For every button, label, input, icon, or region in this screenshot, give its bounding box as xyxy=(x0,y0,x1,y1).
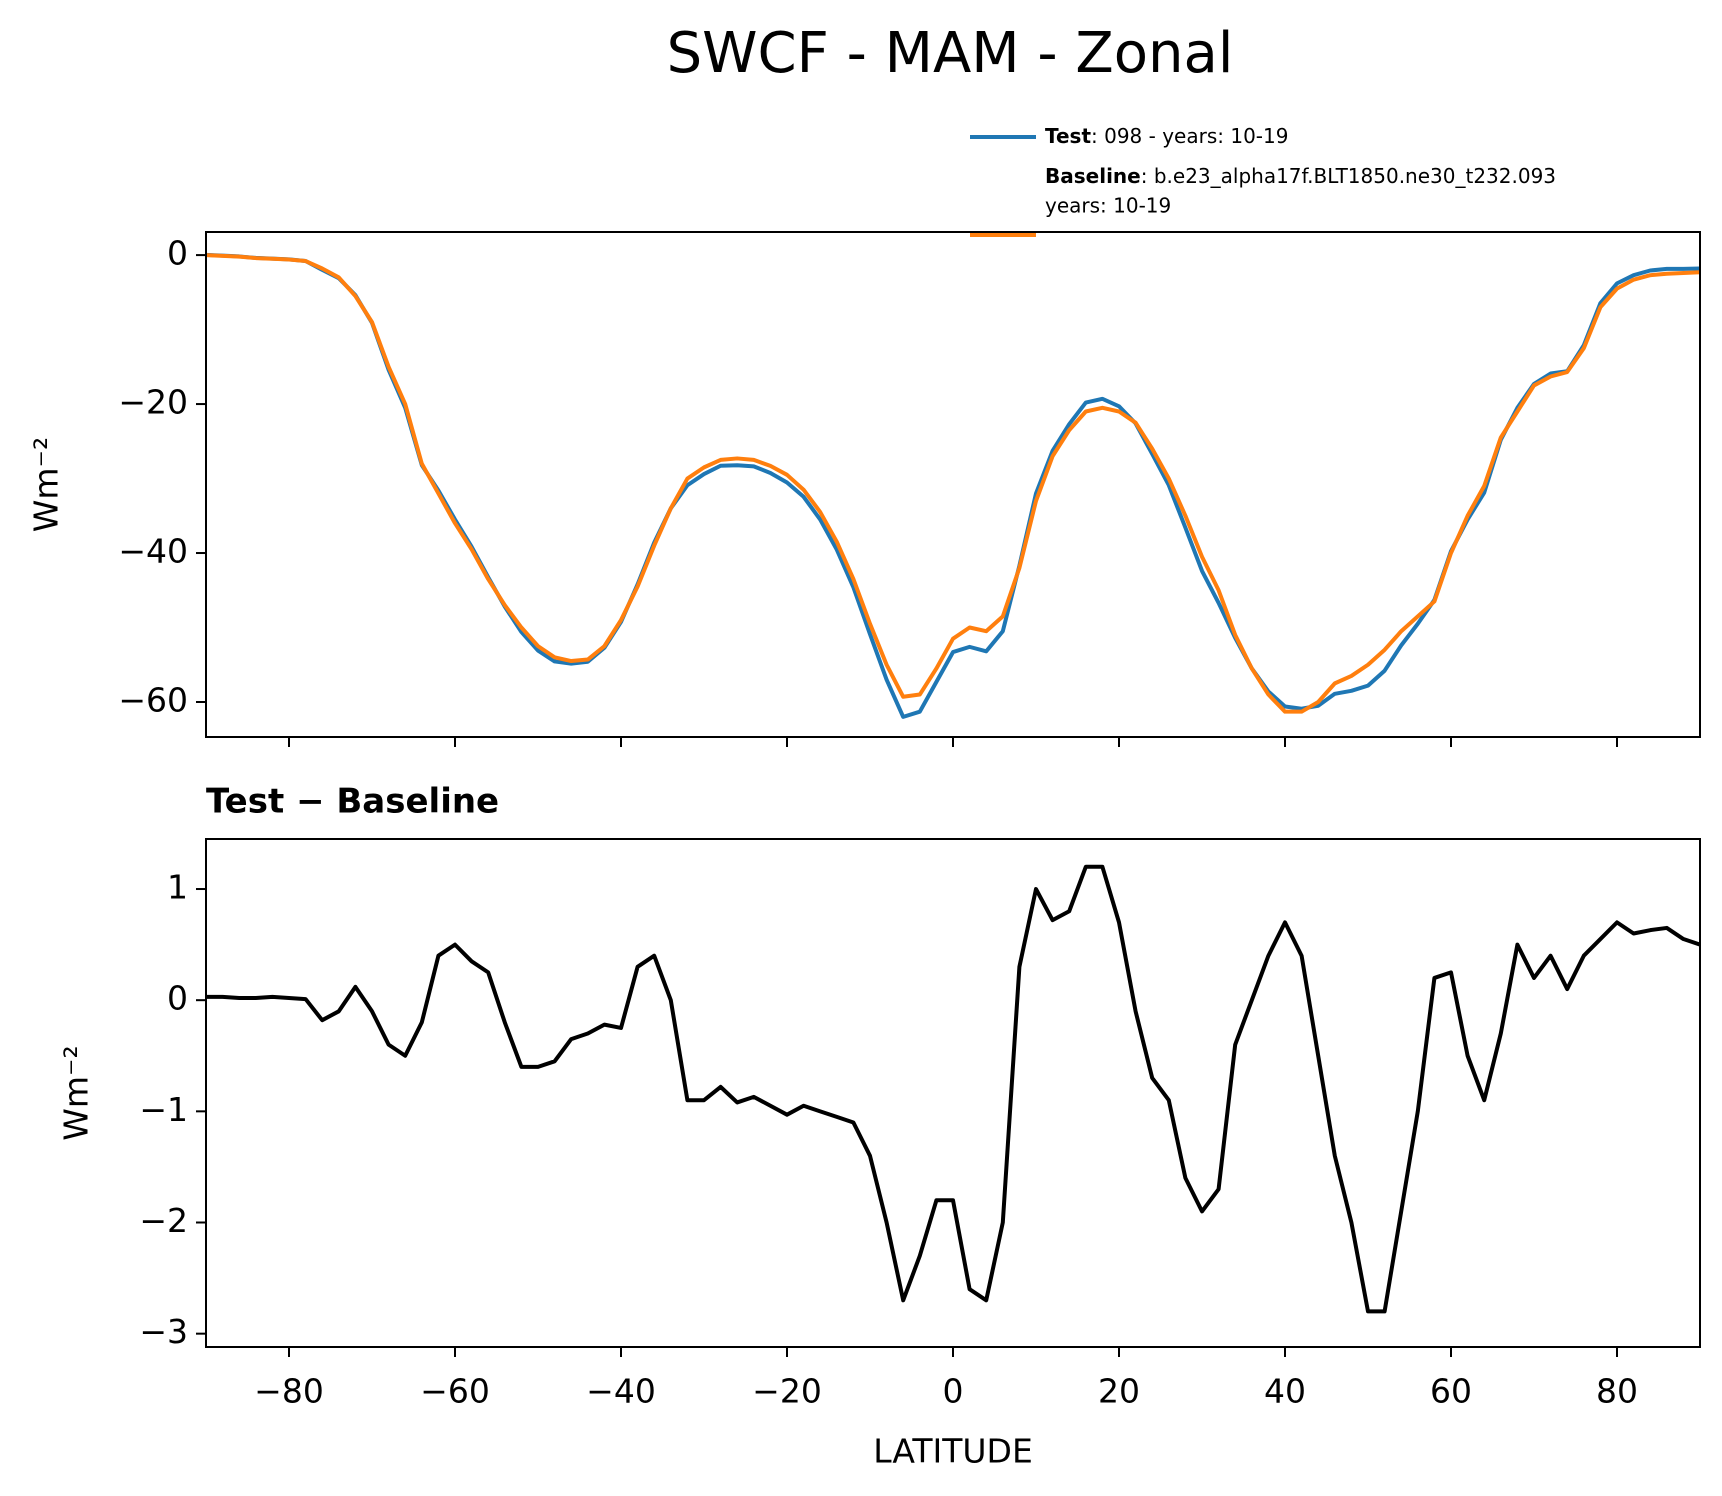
data-line xyxy=(206,253,1700,714)
y-tick-label: −20 xyxy=(118,383,188,422)
y-axis-label: Wm⁻² xyxy=(27,437,66,532)
x-tick-label: 20 xyxy=(1098,1372,1140,1411)
y-tick-label: −2 xyxy=(139,1201,188,1240)
legend-description: : 098 - years: 10-19 xyxy=(1091,124,1288,148)
x-tick-label: 40 xyxy=(1264,1372,1306,1411)
data-line xyxy=(206,864,1700,1314)
legend-description: : b.e23_alpha17f.BLT1850.ne30_t232.093 xyxy=(1141,164,1556,188)
x-tick-label: −20 xyxy=(752,1372,822,1411)
y-tick-label: −60 xyxy=(118,680,188,719)
x-tick-label: −80 xyxy=(254,1372,324,1411)
y-tick-label: −40 xyxy=(118,532,188,571)
x-tick-label: 80 xyxy=(1596,1372,1638,1411)
x-tick-label: 0 xyxy=(943,1372,964,1411)
axes-frame xyxy=(205,231,1701,738)
y-tick-label: 0 xyxy=(167,234,188,273)
y-axis-label: Wm⁻² xyxy=(57,1045,96,1140)
y-tick-label: −1 xyxy=(139,1090,188,1129)
legend-label: Baseline: b.e23_alpha17f.BLT1850.ne30_t2… xyxy=(1045,164,1556,188)
x-tick-label: −40 xyxy=(586,1372,656,1411)
y-tick-label: 1 xyxy=(167,868,188,907)
x-axis-label: LATITUDE xyxy=(873,1432,1033,1471)
data-line xyxy=(206,252,1700,719)
y-tick-label: 0 xyxy=(167,979,188,1018)
axes-frame xyxy=(205,838,1701,1348)
legend-name: Test xyxy=(1045,124,1091,148)
x-tick-label: 60 xyxy=(1430,1372,1472,1411)
subplot-title: Test − Baseline xyxy=(206,782,499,822)
y-tick-label: −3 xyxy=(139,1312,188,1351)
x-tick-label: −60 xyxy=(420,1372,490,1411)
legend-description: years: 10-19 xyxy=(1045,194,1171,218)
legend-label: Test: 098 - years: 10-19 xyxy=(1045,124,1288,148)
chart-title: SWCF - MAM - Zonal xyxy=(667,21,1234,86)
legend-name: Baseline xyxy=(1045,164,1141,188)
